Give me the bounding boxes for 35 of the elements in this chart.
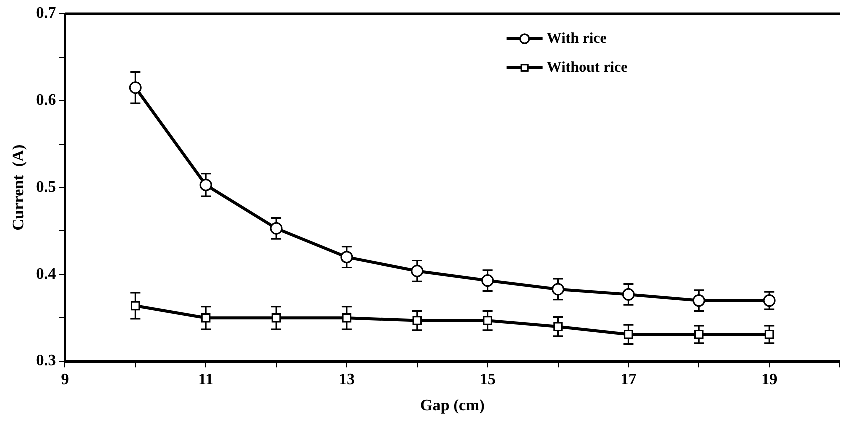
y-tick-label: 0.4 — [36, 266, 56, 283]
point — [342, 314, 352, 323]
x-tick-label: 9 — [61, 371, 70, 388]
point — [483, 316, 492, 326]
y-tick-label: 0.6 — [36, 92, 56, 110]
point — [201, 314, 211, 323]
legend-label: With rice — [546, 30, 608, 47]
y-axis-title: Current (A) — [10, 144, 28, 231]
point — [272, 314, 282, 323]
point — [412, 316, 422, 326]
y-tick-label: 0.7 — [36, 5, 56, 22]
point — [554, 322, 563, 332]
point — [763, 294, 776, 308]
point — [764, 330, 774, 340]
point — [622, 288, 635, 301]
x-tick-label: 11 — [198, 371, 214, 388]
point — [624, 330, 634, 340]
point — [552, 283, 565, 296]
x-tick-label: 15 — [480, 371, 496, 388]
point — [694, 330, 704, 340]
point — [692, 294, 706, 308]
x-tick-label: 13 — [338, 371, 355, 388]
x-tick-label: 17 — [620, 371, 637, 388]
point — [270, 222, 283, 235]
point — [482, 274, 494, 288]
y-tick-label: 0.5 — [36, 178, 56, 196]
point — [340, 251, 354, 264]
x-tick-label: 19 — [762, 371, 778, 388]
y-tick-label: 0.3 — [36, 352, 56, 370]
point — [411, 264, 424, 278]
point — [129, 82, 142, 94]
legend-label: Without rice — [546, 60, 628, 76]
point — [131, 301, 140, 311]
point — [200, 178, 212, 192]
x-axis-title: Gap (cm) — [420, 398, 485, 415]
